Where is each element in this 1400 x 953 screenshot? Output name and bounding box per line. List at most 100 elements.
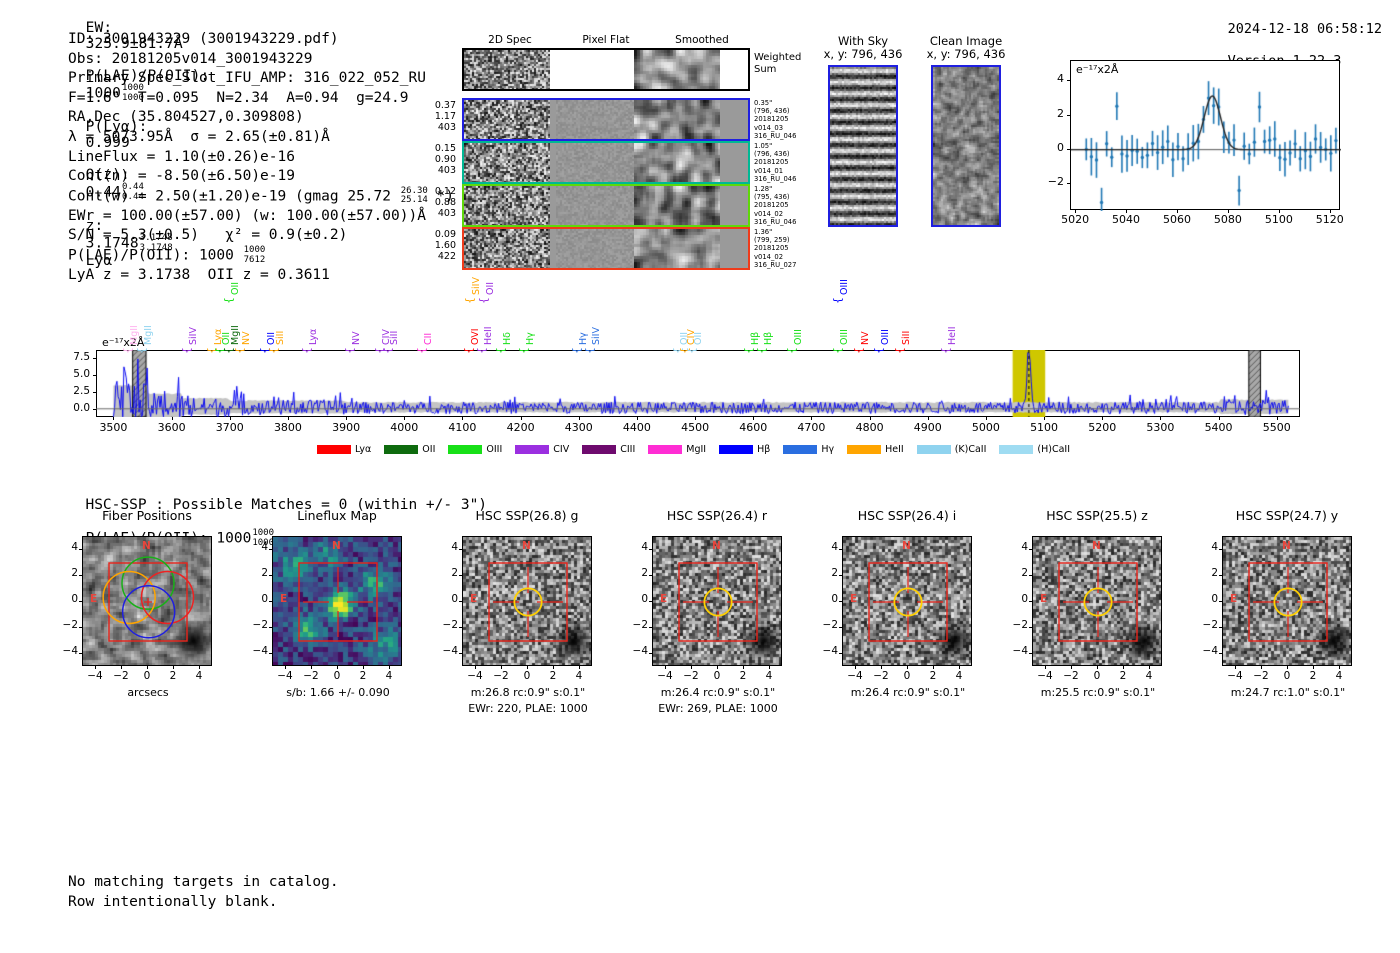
legend-label: MgII <box>686 444 707 455</box>
cutout-image[interactable] <box>82 536 212 666</box>
cutout-xtick: −4 <box>1227 670 1243 682</box>
cutout-ytick-mark <box>839 627 842 628</box>
spectrum-line-label: HeII <box>482 326 494 345</box>
cutout-xtick: −2 <box>1063 670 1079 682</box>
spectrum-line-brace: { <box>754 347 768 354</box>
cutout-ytick: 0 <box>451 593 458 605</box>
cutout-canvas <box>463 537 591 665</box>
cutout-title: HSC SSP(26.8) g <box>475 508 579 523</box>
spectrum-xtick: 4300 <box>564 421 593 434</box>
compass-east: E <box>1040 593 1048 605</box>
cutout-ytick-mark <box>79 653 82 654</box>
legend-swatch <box>515 445 550 454</box>
cutout-ytick: 2 <box>1021 567 1028 579</box>
cutout-ytick: 0 <box>1211 593 1218 605</box>
compass-north: N <box>522 540 531 552</box>
cutout-caption-primary: s/b: 1.66 +/- 0.090 <box>286 686 390 699</box>
spectrum-line-label: OVI <box>469 328 481 345</box>
cutout-ytick: −2 <box>822 619 838 631</box>
spec2d-col-title-1: Pixel Flat <box>582 34 630 46</box>
cutout-xtick-mark <box>665 666 666 669</box>
cutout-image[interactable] <box>272 536 402 666</box>
z-value: 3.1748 <box>85 235 139 252</box>
spectrum-line-brace: { <box>582 347 596 354</box>
cutout-xtick: 4 <box>955 670 963 682</box>
spectrum-ytick: 2.5 <box>73 384 90 397</box>
cutout-xtick-mark <box>579 666 580 669</box>
cutout-image[interactable] <box>1032 536 1162 666</box>
spectrum-xtick: 4800 <box>855 421 884 434</box>
line-plot-ytick-mark <box>1067 80 1070 82</box>
cutout-ytick: −4 <box>62 645 78 657</box>
z-label: z: <box>85 218 104 234</box>
cutout-xtick: −4 <box>277 670 293 682</box>
cutout-ytick: 4 <box>71 541 78 553</box>
compass-east: E <box>280 593 288 605</box>
spectrum-line-label: Hγ <box>525 332 537 345</box>
cutout-title: Lineflux Map <box>297 508 377 523</box>
spectrum-line-brace: { <box>232 347 246 354</box>
cutout-xtick-mark <box>311 666 312 669</box>
spectrum-line-brace: { <box>179 347 193 354</box>
fiber-pixelflat-image <box>556 100 634 139</box>
cutout-ytick-mark <box>839 575 842 576</box>
cutout-image[interactable] <box>1222 536 1352 666</box>
spec2d-col-title-0: 2D Spec <box>488 34 532 46</box>
cutout-image[interactable] <box>842 536 972 666</box>
cutout-xtick-mark <box>691 666 692 669</box>
cutout-xtick-mark <box>95 666 96 669</box>
cutout-caption-primary: m:26.8 rc:0.9" s:0.1" <box>470 686 586 699</box>
cutout-image[interactable] <box>462 536 592 666</box>
cutout-ytick-mark <box>1029 549 1032 550</box>
spectrum-xtick: 4700 <box>797 421 826 434</box>
spectrum-line-brace: { <box>135 347 149 354</box>
cutout-ytick: −2 <box>442 619 458 631</box>
cutout-ytick-mark <box>1219 601 1222 602</box>
spectrum-line-label: SiIV <box>471 277 483 295</box>
spectrum-ytick-mark <box>93 408 96 410</box>
fiber-2dspec-image <box>464 186 550 225</box>
spectrum-line-brace: { <box>851 347 865 354</box>
fiber-pixelflat-image <box>556 186 634 225</box>
spectrum-xtick-mark <box>695 417 697 420</box>
spectrum-xtick-mark <box>1160 417 1162 420</box>
fiber-row-stats: 0.15 0.90 403 <box>434 143 456 176</box>
cutout-overlay <box>102 556 195 642</box>
spec2d-weighted-sum-row <box>462 48 750 91</box>
z-range: 3.1748 3.1748 <box>139 233 173 253</box>
spectrum-line-label: OIII <box>839 329 851 345</box>
spectrum-xtick-mark <box>869 417 871 420</box>
spectrum-xtick-mark <box>578 417 580 420</box>
spectrum-xtick-mark <box>927 417 929 420</box>
weighted-sum-label: Weighted Sum <box>754 52 802 75</box>
cutout-xtick-mark <box>769 666 770 669</box>
cutout-ytick: −2 <box>632 619 648 631</box>
cutout-image[interactable] <box>652 536 782 666</box>
fiber-pixelflat-image <box>556 143 634 182</box>
cutout-ytick-mark <box>839 601 842 602</box>
info-line-4: RA,Dec (35.804527,0.309808) <box>68 109 304 126</box>
line-plot-xtick: 5060 <box>1162 213 1191 226</box>
cutout-ytick-mark <box>649 627 652 628</box>
footer-line-1: Row intentionally blank. <box>68 893 278 910</box>
spec2d-fiber-row <box>462 227 750 270</box>
compass-north: N <box>332 540 341 552</box>
legend-label: CIV <box>553 444 570 455</box>
cutout-ytick: 2 <box>71 567 78 579</box>
spectrum-line-label: MgII <box>129 325 141 345</box>
spectrum-xtick: 4400 <box>622 421 651 434</box>
top-cutout-title: Clean Image <box>929 34 1003 48</box>
qz-range: 0.44 0.44 <box>122 182 145 202</box>
spectrum-xtick: 4600 <box>739 421 768 434</box>
spectrum-xtick: 3600 <box>157 421 186 434</box>
spectrum-line-label: Hγ <box>577 332 589 345</box>
cutout-ytick-mark <box>1029 601 1032 602</box>
spectrum-ytick: 5.0 <box>73 367 90 380</box>
cutout-xtick-mark <box>1097 666 1098 669</box>
fiber-smoothed-image <box>634 186 720 225</box>
spectrum-line-brace: { <box>221 347 235 354</box>
cutout-ytick: 2 <box>831 567 838 579</box>
cutout-xtick: −2 <box>303 670 319 682</box>
cutout-ytick-mark <box>269 653 272 654</box>
spectrum-line-brace: { <box>938 347 952 354</box>
